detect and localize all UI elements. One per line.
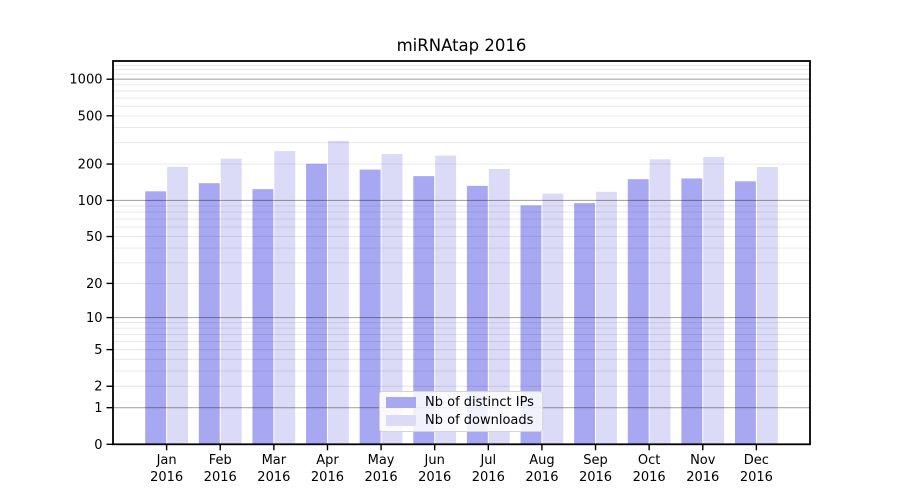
x-tick-label-aug: Aug 2016 (525, 453, 558, 485)
legend-label-downloads: Nb of downloads (425, 413, 534, 428)
bar-distinct-ips-jun (413, 176, 435, 445)
y-tick-label: 500 (78, 109, 103, 124)
y-tick-label: 0 (94, 438, 102, 453)
bar-downloads-apr (327, 140, 349, 445)
bar-distinct-ips-feb (198, 183, 220, 445)
bar-downloads-oct (649, 159, 671, 445)
x-tick-label-jul: Jul 2016 (472, 453, 505, 485)
x-tick-label-jan: Jan 2016 (150, 453, 183, 485)
bar-downloads-may (381, 154, 403, 445)
x-tick-label-sep: Sep 2016 (579, 453, 612, 485)
chart-title: miRNAtap 2016 (396, 36, 527, 55)
y-tick-label: 200 (78, 158, 103, 173)
bar-downloads-dec (756, 167, 778, 445)
y-tick-label: 10 (86, 311, 103, 326)
y-tick-label: 50 (86, 230, 103, 245)
y-tick-label: 1 (94, 401, 102, 416)
bar-distinct-ips-apr (306, 163, 327, 445)
bar-downloads-jun (435, 155, 457, 445)
legend: Nb of distinct IPs Nb of downloads (379, 391, 543, 432)
bar-downloads-feb (220, 158, 242, 445)
legend-swatch-distinct-ips (386, 397, 416, 408)
legend-swatch-downloads (386, 415, 416, 426)
bar-distinct-ips-may (359, 169, 381, 445)
bar-distinct-ips-dec (734, 181, 756, 445)
bar-distinct-ips-jul (466, 185, 488, 445)
bar-distinct-ips-aug (520, 205, 542, 445)
x-tick-label-apr: Apr 2016 (311, 453, 344, 485)
y-tick-label: 2 (94, 380, 102, 395)
x-tick-label-dec: Dec 2016 (740, 453, 773, 485)
bar-distinct-ips-sep (574, 203, 596, 445)
x-tick-label-mar: Mar 2016 (257, 453, 290, 485)
y-tick-label: 5 (94, 343, 102, 358)
bar-downloads-jul (488, 169, 510, 445)
y-tick-label: 1000 (69, 73, 102, 88)
bar-distinct-ips-nov (681, 178, 703, 445)
legend-label-distinct-ips: Nb of distinct IPs (425, 395, 534, 410)
bar-distinct-ips-oct (627, 179, 649, 445)
x-tick-label-oct: Oct 2016 (633, 453, 666, 485)
bar-downloads-aug (542, 193, 564, 445)
legend-row-downloads: Nb of downloads (386, 413, 542, 428)
y-tick-label: 100 (78, 194, 103, 209)
x-tick-label-may: May 2016 (365, 453, 398, 485)
legend-row-distinct-ips: Nb of distinct IPs (386, 395, 542, 410)
bar-distinct-ips-mar (252, 189, 274, 445)
bar-downloads-mar (274, 151, 296, 445)
x-tick-label-jun: Jun 2016 (418, 453, 451, 485)
y-tick-label: 20 (86, 277, 103, 292)
x-tick-label-feb: Feb 2016 (204, 453, 237, 485)
bar-downloads-jan (167, 166, 189, 445)
plot-border (112, 60, 811, 446)
bar-downloads-nov (703, 156, 725, 445)
x-tick-label-nov: Nov 2016 (686, 453, 719, 485)
